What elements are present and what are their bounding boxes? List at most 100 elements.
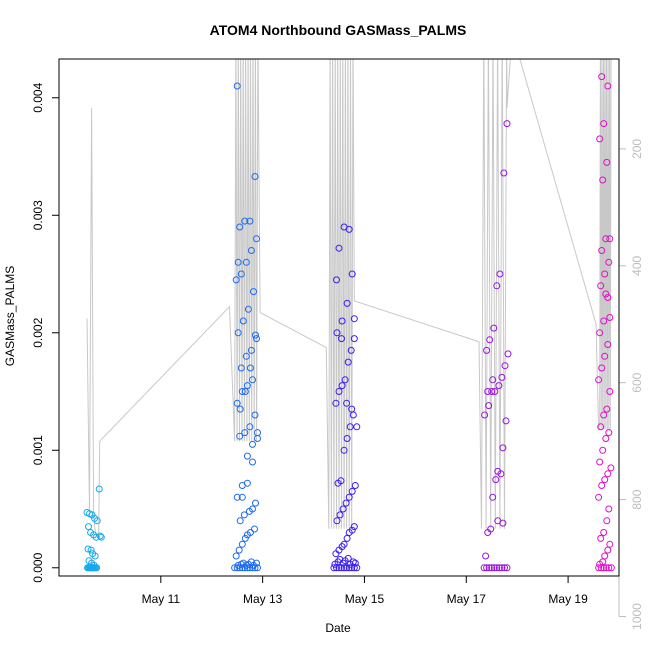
data-point: [603, 517, 611, 525]
data-point: [239, 317, 247, 325]
data-point: [348, 270, 356, 278]
y2-tick-label: 400: [630, 255, 644, 275]
data-point: [344, 358, 352, 366]
data-point: [600, 317, 608, 325]
data-point: [338, 335, 345, 343]
data-point: [351, 559, 359, 567]
data-point: [344, 554, 352, 562]
data-point: [338, 382, 346, 390]
data-point: [598, 364, 606, 372]
data-point: [605, 429, 613, 437]
data-point: [97, 533, 105, 541]
data-point: [236, 223, 244, 231]
x-tick-label: May 19: [548, 592, 588, 606]
data-point: [246, 529, 254, 536]
data-point: [343, 435, 351, 442]
data-point: [602, 235, 610, 243]
data-point: [333, 329, 341, 337]
data-point: [252, 331, 259, 339]
data-point: [252, 499, 259, 507]
data-point: [343, 299, 351, 307]
data-point: [603, 405, 611, 413]
data-point: [353, 564, 361, 572]
data-point: [241, 534, 249, 542]
data-point: [249, 440, 256, 448]
data-point: [343, 534, 351, 542]
x-tick-label: May 13: [243, 592, 283, 606]
data-point: [342, 499, 350, 507]
data-point: [503, 564, 511, 572]
data-point: [241, 217, 249, 225]
data-point: [599, 446, 607, 454]
data-point: [243, 479, 251, 487]
data-point: [240, 511, 248, 519]
data-point: [501, 564, 508, 572]
data-point: [493, 282, 501, 290]
data-point: [236, 517, 244, 525]
data-point: [93, 517, 101, 525]
data-point: [348, 405, 356, 413]
data-point: [602, 435, 610, 442]
data-point: [600, 120, 608, 128]
data-point: [500, 169, 508, 177]
data-point: [597, 423, 605, 431]
data-point: [234, 329, 242, 337]
data-point: [495, 564, 503, 572]
data-point: [492, 476, 500, 484]
data-point: [488, 564, 496, 572]
data-point: [604, 294, 612, 301]
data-point: [348, 487, 356, 495]
data-point: [493, 564, 501, 572]
data-point: [243, 452, 251, 460]
data-point: [236, 405, 244, 413]
data-point: [90, 564, 98, 572]
data-point: [607, 464, 615, 472]
y-tick-label: 0.003: [31, 200, 45, 230]
data-point: [84, 545, 92, 553]
data-point: [340, 564, 348, 572]
data-point: [246, 423, 254, 431]
data-point: [346, 423, 354, 431]
data-point: [238, 540, 246, 548]
data-point: [595, 493, 603, 501]
data-point: [601, 270, 609, 278]
data-point: [247, 346, 255, 354]
data-point: [601, 552, 609, 560]
x-tick-label: May 11: [142, 592, 181, 606]
data-point: [241, 429, 249, 437]
data-point: [603, 158, 611, 166]
plot-frame: [58, 58, 620, 577]
data-point: [597, 534, 605, 542]
data-point: [85, 523, 92, 531]
data-point: [480, 564, 488, 572]
data-point: [348, 526, 356, 534]
data-point: [88, 564, 96, 572]
data-point: [250, 288, 257, 296]
data-point: [232, 276, 240, 284]
data-point: [491, 388, 499, 395]
data-point: [232, 552, 240, 560]
x-tick-label: May 17: [447, 592, 487, 606]
data-point: [602, 564, 610, 572]
data-point: [351, 482, 359, 489]
data-point: [335, 388, 343, 395]
data-point: [606, 235, 614, 243]
data-point: [246, 364, 254, 372]
data-point: [96, 532, 104, 540]
data-point: [330, 564, 338, 572]
data-point: [338, 564, 345, 572]
x-axis-label: Date: [325, 621, 351, 635]
data-point: [247, 247, 255, 254]
data-point: [501, 362, 509, 370]
data-point: [602, 290, 610, 298]
data-point: [598, 73, 606, 81]
data-point: [607, 564, 615, 572]
data-point: [243, 382, 251, 390]
data-point: [482, 552, 490, 560]
y2-tick-label: 1000: [630, 603, 644, 630]
data-point: [595, 564, 603, 572]
y-axis-label: GASMass_PALMS: [3, 266, 17, 366]
data-point: [598, 247, 606, 254]
data-point: [233, 82, 241, 90]
